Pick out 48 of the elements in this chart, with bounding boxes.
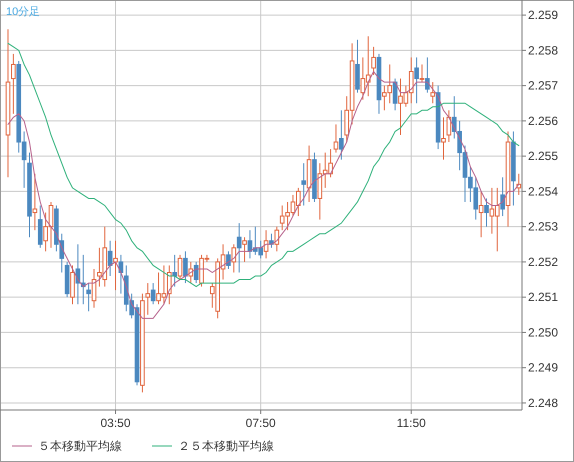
candlestick [339,110,344,160]
candlestick [446,110,452,143]
candlestick [150,282,156,305]
candlestick [183,250,188,284]
candlestick [420,64,424,83]
candlestick [178,254,182,280]
legend-item: ５本移動平均線 [12,439,122,453]
candlestick [484,198,489,228]
legend-label: ２５本移動平均線 [178,439,274,453]
y-tick-label: 2.255 [528,149,558,164]
candlestick [145,282,150,316]
y-tick-label: 2.256 [528,114,558,128]
candlestick [430,82,436,104]
y-tick-label: 2.251 [528,290,558,304]
candlestick [301,162,306,206]
candlestick [414,56,419,104]
legend-item: ２５本移動平均線 [152,439,274,453]
candlestick [32,173,38,231]
text: 10分足 [6,6,40,18]
candlestick [264,230,268,259]
candlestick [441,116,446,160]
y-tick-label: 2.259 [528,8,558,22]
x-tick-label: 07:50 [246,416,276,430]
candlestick [334,124,338,154]
y-tick-label: 2.258 [528,43,558,58]
y-tick-label: 2.248 [528,396,558,410]
candlestick [478,190,484,238]
candlestick [86,282,91,312]
legend-label: ５本移動平均線 [38,439,122,453]
x-tick-label: 11:50 [396,416,426,430]
y-tick-label: 2.252 [528,254,558,269]
y-tick-label: 2.254 [528,184,558,198]
candlestick [392,78,398,111]
candlestick [194,261,198,284]
y-tick-label: 2.257 [528,78,558,93]
candlestick [226,250,231,270]
candlestick [92,268,96,308]
candlestick [371,46,376,76]
y-tick-label: 2.250 [528,325,558,340]
candlestick [113,240,118,291]
y-tick-label: 2.253 [528,220,558,234]
candlestick [11,53,16,114]
candlestick [236,222,242,273]
x-tick-label: 03:50 [100,416,131,430]
candlestick [108,240,112,277]
candlestick [242,236,247,262]
y-tick-label: 2.249 [528,360,558,375]
candlestick [274,226,280,252]
